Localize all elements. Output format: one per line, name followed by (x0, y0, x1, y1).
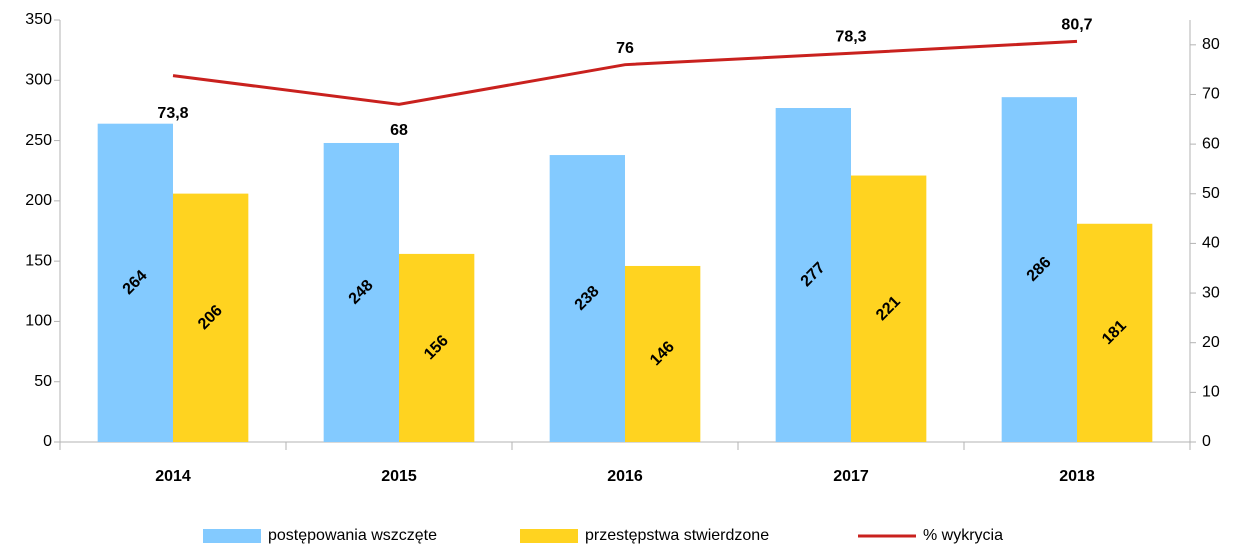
bar (173, 193, 249, 442)
bar (549, 155, 625, 443)
y2-tick-label: 50 (1202, 185, 1220, 202)
bar (323, 142, 399, 443)
line-label: 78,3 (835, 28, 866, 45)
y2-tick-label: 30 (1202, 284, 1220, 301)
line (172, 39, 1078, 106)
x-tick-label: 2015 (381, 468, 417, 485)
bar (1001, 97, 1077, 442)
bar (775, 108, 851, 442)
legend-label: postępowania wszczęte (268, 527, 437, 544)
y-tick-label: 350 (25, 11, 52, 28)
x-tick-label: 2018 (1059, 468, 1095, 485)
legend-swatch (520, 529, 578, 543)
bar (625, 265, 701, 442)
y2-tick-label: 10 (1202, 384, 1220, 401)
y-tick-label: 300 (25, 72, 52, 89)
y-tick-label: 150 (25, 252, 52, 269)
y2-tick-label: 70 (1202, 86, 1220, 103)
bar (1077, 223, 1153, 442)
y2-tick-label: 80 (1202, 36, 1220, 53)
line-label: 80,7 (1061, 17, 1092, 34)
y-tick-label: 250 (25, 132, 52, 149)
legend-label: przestępstwa stwierdzone (585, 527, 769, 544)
y-tick-label: 0 (43, 433, 52, 450)
line-label: 68 (390, 122, 408, 139)
y-tick-label: 200 (25, 192, 52, 209)
x-tick-label: 2016 (607, 468, 643, 485)
bar (97, 123, 173, 442)
y-tick-label: 100 (25, 313, 52, 330)
bar (399, 253, 475, 442)
bar (851, 175, 927, 442)
x-tick-label: 2017 (833, 468, 869, 485)
legend-swatch (203, 529, 261, 543)
y2-tick-label: 60 (1202, 135, 1220, 152)
y2-tick-label: 20 (1202, 334, 1220, 351)
x-tick-label: 2014 (155, 468, 191, 485)
line-label: 76 (616, 40, 634, 57)
y2-tick-label: 40 (1202, 235, 1220, 252)
legend-label: % wykrycia (923, 527, 1003, 544)
y-tick-label: 50 (34, 373, 52, 390)
line-label: 73,8 (157, 105, 188, 122)
y2-tick-label: 0 (1202, 433, 1211, 450)
